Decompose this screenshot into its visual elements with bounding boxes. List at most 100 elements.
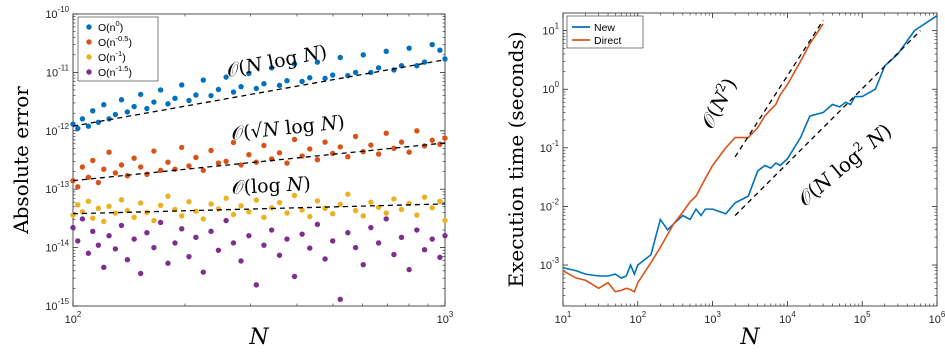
data-point (322, 75, 328, 82)
data-point (215, 160, 222, 166)
data-point (223, 158, 229, 165)
data-point (186, 163, 192, 169)
y-tick-label: 10-2 (540, 197, 559, 213)
data-point (112, 210, 119, 216)
data-point (360, 213, 366, 219)
legend-marker (86, 69, 92, 75)
y-tick-label: 100 (542, 80, 559, 96)
data-point (261, 142, 267, 149)
data-point (291, 273, 298, 280)
legend-box (566, 15, 644, 49)
data-point (329, 211, 336, 217)
legend-entry-base: O(n (98, 37, 116, 49)
data-point (238, 162, 244, 168)
data-point (137, 270, 144, 277)
data-point (345, 229, 351, 236)
y-tick-label: 10-1 (540, 139, 560, 155)
data-point (421, 143, 428, 149)
timing-panel: 101 102 103 104 105 10610-310-210-1100101NExe… (504, 12, 945, 350)
data-point (429, 41, 435, 48)
data-point (208, 201, 214, 207)
data-point (276, 199, 283, 206)
data-point (391, 196, 397, 202)
data-point (106, 203, 112, 209)
y-tick-label-exp: -12 (58, 122, 69, 131)
data-point (172, 95, 178, 102)
data-point (307, 146, 313, 152)
data-point (284, 210, 290, 216)
data-point (337, 54, 343, 61)
data-point (90, 228, 96, 235)
data-point (414, 227, 420, 233)
data-point (238, 203, 244, 209)
y-tick-label: 10-11 (46, 63, 70, 79)
data-point (124, 257, 131, 263)
x-tick-label-exp: 4 (791, 310, 796, 319)
data-point (157, 167, 164, 174)
data-point (193, 234, 199, 241)
data-point (368, 224, 374, 231)
annotation-nlogn-part: 𝒪( (225, 57, 248, 82)
data-point (398, 234, 405, 241)
legend-entry-base: O(n (98, 22, 116, 34)
data-point (112, 111, 119, 118)
data-point (368, 69, 374, 76)
data-point (442, 217, 448, 224)
data-point (85, 123, 92, 129)
data-point (291, 61, 298, 67)
y-tick-label-exp: -3 (552, 256, 560, 265)
data-point (314, 221, 321, 228)
data-point (137, 200, 144, 206)
x-tick-label-exp: 2 (642, 310, 646, 319)
y-tick-label-exp: -11 (58, 63, 69, 72)
data-point (95, 179, 102, 186)
annotation-logn: 𝒪(log N) (231, 173, 311, 199)
annotation-nlogn-part: ) (317, 41, 328, 64)
data-point (421, 194, 428, 200)
data-point (337, 296, 343, 303)
y-tick-label-exp: -13 (58, 180, 70, 189)
data-point (375, 65, 382, 71)
data-point (131, 214, 137, 221)
x-axis-label: N (739, 325, 760, 350)
series-O(n^0) (70, 41, 448, 132)
data-point (193, 154, 199, 161)
y-tick-label-base: 10 (46, 67, 58, 79)
data-point (223, 217, 229, 224)
legend-entry-tail: ) (128, 37, 132, 49)
y-tick-label-exp: -2 (552, 197, 559, 206)
data-point (268, 227, 275, 233)
data-point (352, 133, 359, 140)
x-tick-label-base: 10 (629, 314, 641, 326)
data-point (307, 245, 313, 251)
data-point (230, 89, 237, 95)
data-point (284, 236, 290, 242)
y-tick-label: 10-10 (45, 5, 69, 21)
data-point (79, 164, 86, 170)
data-point (85, 174, 92, 180)
series-O(n^-0.5) (70, 128, 448, 190)
data-point (193, 208, 199, 214)
data-point (276, 252, 283, 258)
annotation-sqrtnlogn-part: N (261, 118, 282, 142)
data-point (337, 201, 343, 208)
data-point (157, 87, 164, 93)
data-point (106, 116, 112, 122)
data-point (322, 256, 328, 262)
annotation-sqrtnlogn-part: 𝒪(√ (230, 120, 265, 145)
plot-frame (72, 13, 446, 307)
data-point (414, 63, 420, 69)
data-point (179, 226, 185, 232)
data-point (106, 149, 112, 155)
legend-entry-base: O(n (98, 67, 116, 79)
data-point (414, 128, 420, 134)
data-point (246, 70, 252, 77)
data-point (118, 222, 125, 229)
data-point (200, 216, 206, 222)
data-point (429, 137, 435, 143)
legend-entry-base: O(n (98, 52, 116, 64)
data-point (442, 232, 448, 239)
data-point (406, 266, 412, 273)
x-tick-label-base: 10 (65, 314, 77, 326)
data-point (90, 157, 96, 164)
